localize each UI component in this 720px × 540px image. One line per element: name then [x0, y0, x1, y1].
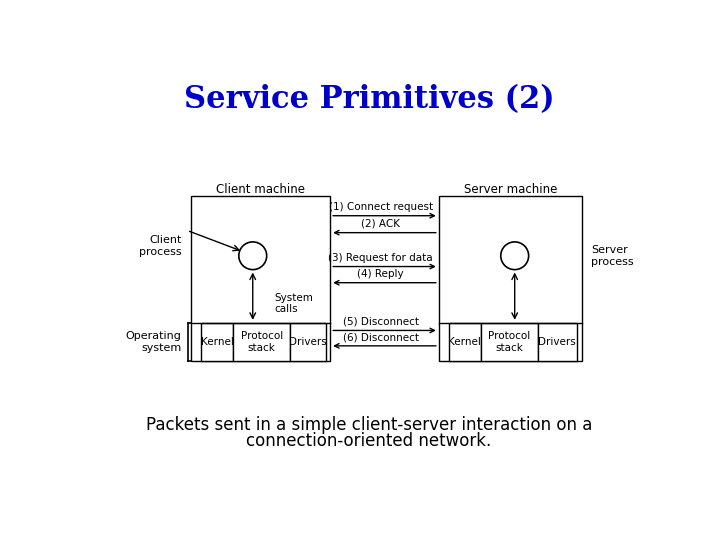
Text: Kernel: Kernel: [201, 337, 233, 347]
Text: System
calls: System calls: [274, 293, 313, 314]
Bar: [191, 195, 330, 361]
Text: connection-oriented network.: connection-oriented network.: [246, 431, 492, 450]
Bar: [481, 323, 538, 361]
Text: Packets sent in a simple client-server interaction on a: Packets sent in a simple client-server i…: [146, 416, 592, 434]
Bar: [290, 323, 326, 361]
Bar: [438, 195, 582, 361]
Text: (3) Request for data: (3) Request for data: [328, 253, 433, 262]
Text: Client
process: Client process: [139, 235, 181, 256]
Text: (2) ACK: (2) ACK: [361, 219, 400, 229]
Bar: [449, 323, 481, 361]
Text: (6) Disconnect: (6) Disconnect: [343, 332, 418, 342]
Bar: [233, 323, 290, 361]
Text: (1) Connect request: (1) Connect request: [328, 202, 433, 212]
Text: Operating
system: Operating system: [125, 331, 181, 353]
Text: Kernel: Kernel: [449, 337, 481, 347]
Text: Protocol
stack: Protocol stack: [488, 331, 531, 353]
Bar: [538, 323, 577, 361]
Text: Drivers: Drivers: [289, 337, 327, 347]
Text: Server
process: Server process: [591, 245, 634, 267]
Text: (4) Reply: (4) Reply: [357, 269, 404, 279]
Text: Client machine: Client machine: [216, 183, 305, 196]
Text: Service Primitives (2): Service Primitives (2): [184, 84, 554, 115]
Text: Drivers: Drivers: [539, 337, 576, 347]
Bar: [201, 323, 233, 361]
Text: (5) Disconnect: (5) Disconnect: [343, 316, 418, 327]
Text: Protocol
stack: Protocol stack: [240, 331, 283, 353]
Text: Server machine: Server machine: [464, 183, 557, 196]
